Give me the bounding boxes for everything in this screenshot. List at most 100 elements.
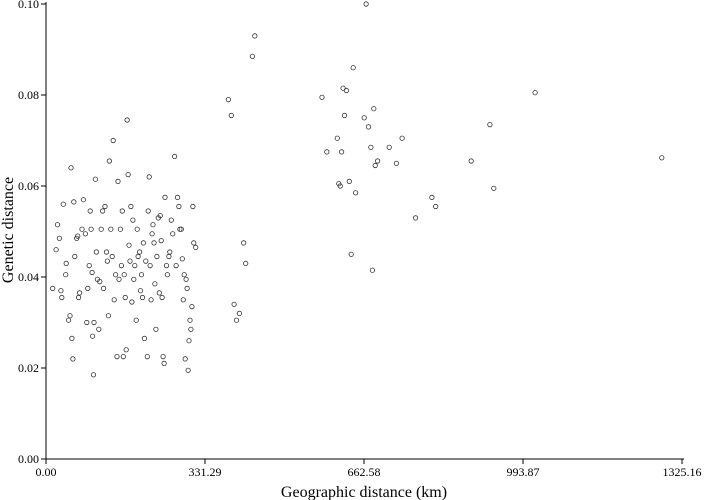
data-point	[82, 231, 89, 237]
data-point	[154, 253, 160, 260]
data-point	[163, 262, 170, 269]
data-point	[133, 317, 139, 323]
data-point	[72, 253, 78, 260]
data-point	[113, 272, 119, 278]
data-point	[236, 310, 242, 316]
y-tick-label: 0.06	[18, 179, 39, 193]
data-point	[532, 90, 538, 96]
data-point	[343, 87, 349, 94]
y-tick-label: 0.00	[18, 452, 39, 466]
data-point	[75, 233, 81, 239]
data-point	[182, 356, 188, 362]
data-point	[118, 262, 125, 269]
data-point	[372, 162, 378, 169]
data-point	[186, 338, 192, 344]
data-point	[56, 235, 63, 241]
data-point	[124, 117, 130, 123]
data-point	[77, 290, 83, 296]
data-point	[67, 313, 73, 319]
data-point	[137, 249, 143, 255]
data-point	[86, 262, 92, 269]
data-point	[184, 285, 190, 291]
data-point	[85, 285, 91, 291]
data-point	[346, 178, 352, 184]
data-point	[338, 149, 345, 155]
data-point	[50, 285, 56, 291]
data-point	[334, 135, 340, 141]
data-point	[116, 276, 122, 282]
data-point	[190, 203, 196, 210]
data-point	[145, 208, 151, 214]
data-points	[50, 1, 665, 378]
data-point	[122, 294, 128, 301]
data-point	[119, 208, 125, 214]
data-point	[156, 290, 162, 296]
data-point	[137, 288, 144, 294]
data-point	[104, 258, 111, 264]
data-point	[101, 285, 107, 291]
data-point	[54, 222, 61, 228]
data-point	[87, 208, 93, 214]
data-point	[341, 112, 348, 119]
data-point	[183, 276, 189, 282]
data-point	[233, 317, 240, 323]
x-tick-label: 0.00	[36, 465, 57, 479]
data-point	[161, 360, 167, 366]
data-point	[174, 194, 181, 200]
data-point	[412, 215, 419, 221]
data-point	[140, 240, 146, 246]
data-point	[189, 303, 195, 310]
data-point	[350, 65, 356, 71]
data-point	[144, 353, 150, 360]
data-point	[79, 226, 85, 232]
data-point	[92, 176, 99, 182]
data-point	[393, 160, 399, 166]
data-point	[365, 124, 372, 130]
data-point	[166, 253, 172, 260]
y-tick-label: 0.08	[18, 88, 39, 102]
data-point	[173, 262, 179, 269]
data-point	[97, 278, 103, 285]
data-point	[164, 272, 170, 278]
data-point	[252, 33, 258, 39]
data-point	[90, 372, 97, 378]
data-point	[167, 249, 173, 255]
data-point	[178, 226, 184, 232]
data-point	[225, 97, 231, 103]
data-point	[58, 288, 64, 294]
data-point	[180, 297, 186, 303]
data-point	[243, 260, 249, 266]
data-point	[76, 294, 82, 301]
data-point	[249, 53, 255, 59]
data-point	[368, 144, 374, 150]
data-point	[53, 247, 59, 253]
data-point	[371, 106, 377, 112]
data-point	[132, 262, 138, 269]
data-point	[91, 319, 97, 326]
data-point	[60, 201, 66, 207]
data-point	[102, 203, 108, 210]
data-point	[89, 269, 95, 276]
data-point	[176, 203, 182, 210]
data-point	[168, 217, 174, 223]
data-point	[117, 226, 124, 232]
data-point	[468, 158, 474, 164]
data-point	[129, 299, 135, 305]
y-axis-label: Genetic distance	[0, 177, 17, 283]
data-point	[348, 251, 354, 257]
data-point	[152, 281, 158, 287]
data-point	[110, 137, 116, 144]
data-point	[109, 253, 115, 260]
data-point	[123, 347, 129, 353]
data-point	[100, 208, 106, 214]
data-point	[80, 197, 87, 203]
data-point	[185, 367, 191, 373]
data-point	[90, 333, 96, 339]
data-point	[143, 258, 149, 264]
data-point	[139, 294, 146, 301]
data-point	[361, 115, 367, 121]
data-point	[170, 231, 176, 237]
data-point	[151, 240, 157, 246]
data-point	[491, 185, 497, 191]
